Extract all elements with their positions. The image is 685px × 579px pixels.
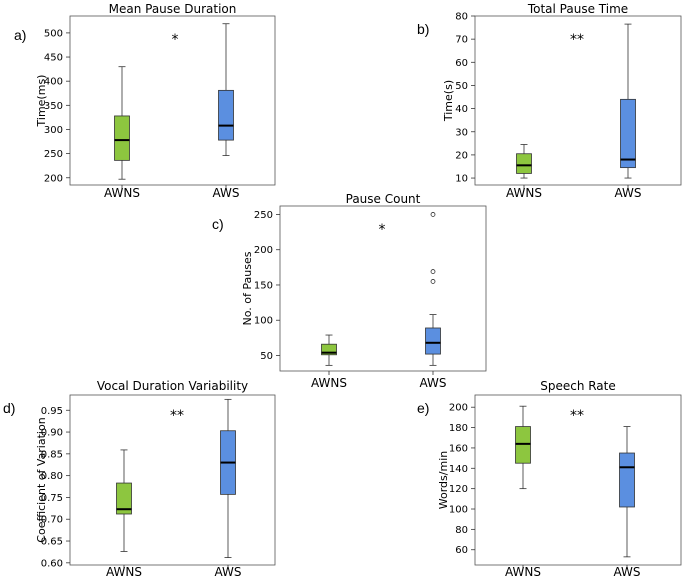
iqr-box bbox=[515, 426, 531, 464]
y-tick-label: 250 bbox=[254, 210, 273, 221]
box-aws: AWS bbox=[419, 212, 447, 390]
y-tick-label: 0.60 bbox=[41, 558, 63, 569]
y-tick-label: 400 bbox=[44, 77, 63, 88]
y-tick-label: 100 bbox=[449, 505, 468, 516]
significance-marker: ** bbox=[570, 32, 584, 48]
y-tick-label: 80 bbox=[455, 525, 468, 536]
y-axis-label: No. of Pauses bbox=[241, 251, 254, 325]
y-tick-label: 350 bbox=[44, 101, 63, 112]
y-tick-label: 200 bbox=[44, 173, 63, 184]
iqr-box bbox=[218, 89, 234, 141]
y-tick-label: 40 bbox=[455, 104, 468, 115]
category-label: AWNS bbox=[506, 186, 542, 200]
y-tick-label: 160 bbox=[449, 443, 468, 454]
y-tick-label: 180 bbox=[449, 423, 468, 434]
y-tick-label: 120 bbox=[449, 484, 468, 495]
category-label: AWS bbox=[613, 565, 640, 579]
y-tick-label: 10 bbox=[455, 174, 468, 185]
panel-c: c) Pause Count No. of Pauses 50 100 150 200 250… bbox=[212, 192, 487, 390]
box-aws: AWS bbox=[212, 23, 240, 200]
y-tick-label: 0.65 bbox=[41, 537, 63, 548]
significance-marker: * bbox=[379, 222, 386, 238]
outlier-point bbox=[430, 269, 436, 274]
iqr-box bbox=[425, 327, 441, 355]
y-axis-label: Time(s) bbox=[442, 80, 455, 122]
outlier-point bbox=[430, 279, 436, 284]
y-tick-label: 150 bbox=[254, 280, 273, 291]
significance-marker: ** bbox=[570, 408, 584, 424]
panel-d: d) Vocal Duration Variability Coefficient … bbox=[3, 379, 276, 579]
category-label: AWNS bbox=[505, 565, 541, 579]
panel-label: a) bbox=[14, 27, 26, 43]
category-label: AWS bbox=[419, 376, 446, 390]
y-tick-label: 0.85 bbox=[41, 449, 63, 460]
plot-frame bbox=[279, 205, 487, 372]
panel-label: b) bbox=[417, 21, 429, 37]
y-tick-label: 250 bbox=[44, 149, 63, 160]
category-label: AWNS bbox=[311, 376, 347, 390]
category-label: AWNS bbox=[106, 565, 142, 579]
iqr-box bbox=[619, 452, 635, 508]
chart-title: Mean Pause Duration bbox=[109, 2, 237, 16]
chart-title: Pause Count bbox=[346, 192, 421, 206]
y-tick-label: 200 bbox=[254, 245, 273, 256]
y-tick-label: 140 bbox=[449, 464, 468, 475]
y-tick-label: 200 bbox=[449, 403, 468, 414]
iqr-box bbox=[114, 115, 130, 161]
y-tick-label: 300 bbox=[44, 125, 63, 136]
y-tick-label: 0.95 bbox=[41, 406, 63, 417]
y-tick-label: 30 bbox=[455, 127, 468, 138]
box-aws: AWS bbox=[614, 23, 642, 200]
chart-title: Speech Rate bbox=[540, 379, 616, 393]
y-axis-label: Time(ms) bbox=[35, 75, 48, 128]
category-label: AWNS bbox=[104, 186, 140, 200]
y-tick-label: 50 bbox=[260, 351, 273, 362]
box-awns: AWNS bbox=[505, 405, 541, 579]
box-awns: AWNS bbox=[104, 66, 140, 200]
y-tick-label: 20 bbox=[455, 150, 468, 161]
box-awns: AWNS bbox=[506, 144, 542, 200]
iqr-box bbox=[116, 482, 132, 515]
plot-frame bbox=[474, 394, 682, 566]
box-aws: AWS bbox=[214, 398, 242, 579]
y-tick-label: 450 bbox=[44, 53, 63, 64]
iqr-box bbox=[321, 343, 337, 356]
chart-title: Total Pause Time bbox=[527, 2, 628, 16]
category-label: AWS bbox=[214, 565, 241, 579]
panel-label: e) bbox=[417, 400, 429, 416]
panel-b: b) Total Pause Time Time(s) 10 20 30 40 50 60 70 8… bbox=[417, 2, 682, 200]
box-awns: AWNS bbox=[311, 334, 347, 390]
plot-frame bbox=[69, 15, 276, 186]
y-tick-label: 0.80 bbox=[41, 471, 63, 482]
y-tick-label: 100 bbox=[254, 316, 273, 327]
box-aws: AWS bbox=[613, 426, 641, 579]
y-tick-label: 60 bbox=[455, 58, 468, 69]
category-label: AWS bbox=[212, 186, 239, 200]
y-tick-label: 70 bbox=[455, 35, 468, 46]
y-axis-label: Words/min bbox=[437, 451, 450, 509]
panel-label: c) bbox=[212, 216, 224, 232]
y-axis-label: Coefficient of Variation bbox=[35, 417, 48, 542]
outlier-point bbox=[430, 212, 436, 217]
box-awns: AWNS bbox=[106, 449, 142, 579]
iqr-box bbox=[620, 98, 636, 169]
category-label: AWS bbox=[614, 186, 641, 200]
y-tick-label: 50 bbox=[455, 81, 468, 92]
iqr-box bbox=[516, 153, 532, 174]
panel-label: d) bbox=[3, 400, 15, 416]
significance-marker: * bbox=[172, 32, 179, 48]
y-tick-label: 60 bbox=[455, 545, 468, 556]
significance-marker: ** bbox=[170, 408, 184, 424]
chart-title: Vocal Duration Variability bbox=[97, 379, 248, 393]
y-tick-label: 0.70 bbox=[41, 515, 63, 526]
y-tick-label: 0.90 bbox=[41, 428, 63, 439]
y-tick-label: 80 bbox=[455, 12, 468, 23]
plot-frame bbox=[474, 15, 682, 186]
y-tick-label: 0.75 bbox=[41, 493, 63, 504]
plot-frame bbox=[69, 394, 276, 566]
panel-e: e) Speech Rate Words/min 60 80 100 120 140 160 18… bbox=[417, 379, 682, 579]
y-tick-label: 500 bbox=[44, 28, 63, 39]
panel-a: a) Mean Pause Duration Time(ms) 200 250 300 35… bbox=[14, 2, 276, 200]
